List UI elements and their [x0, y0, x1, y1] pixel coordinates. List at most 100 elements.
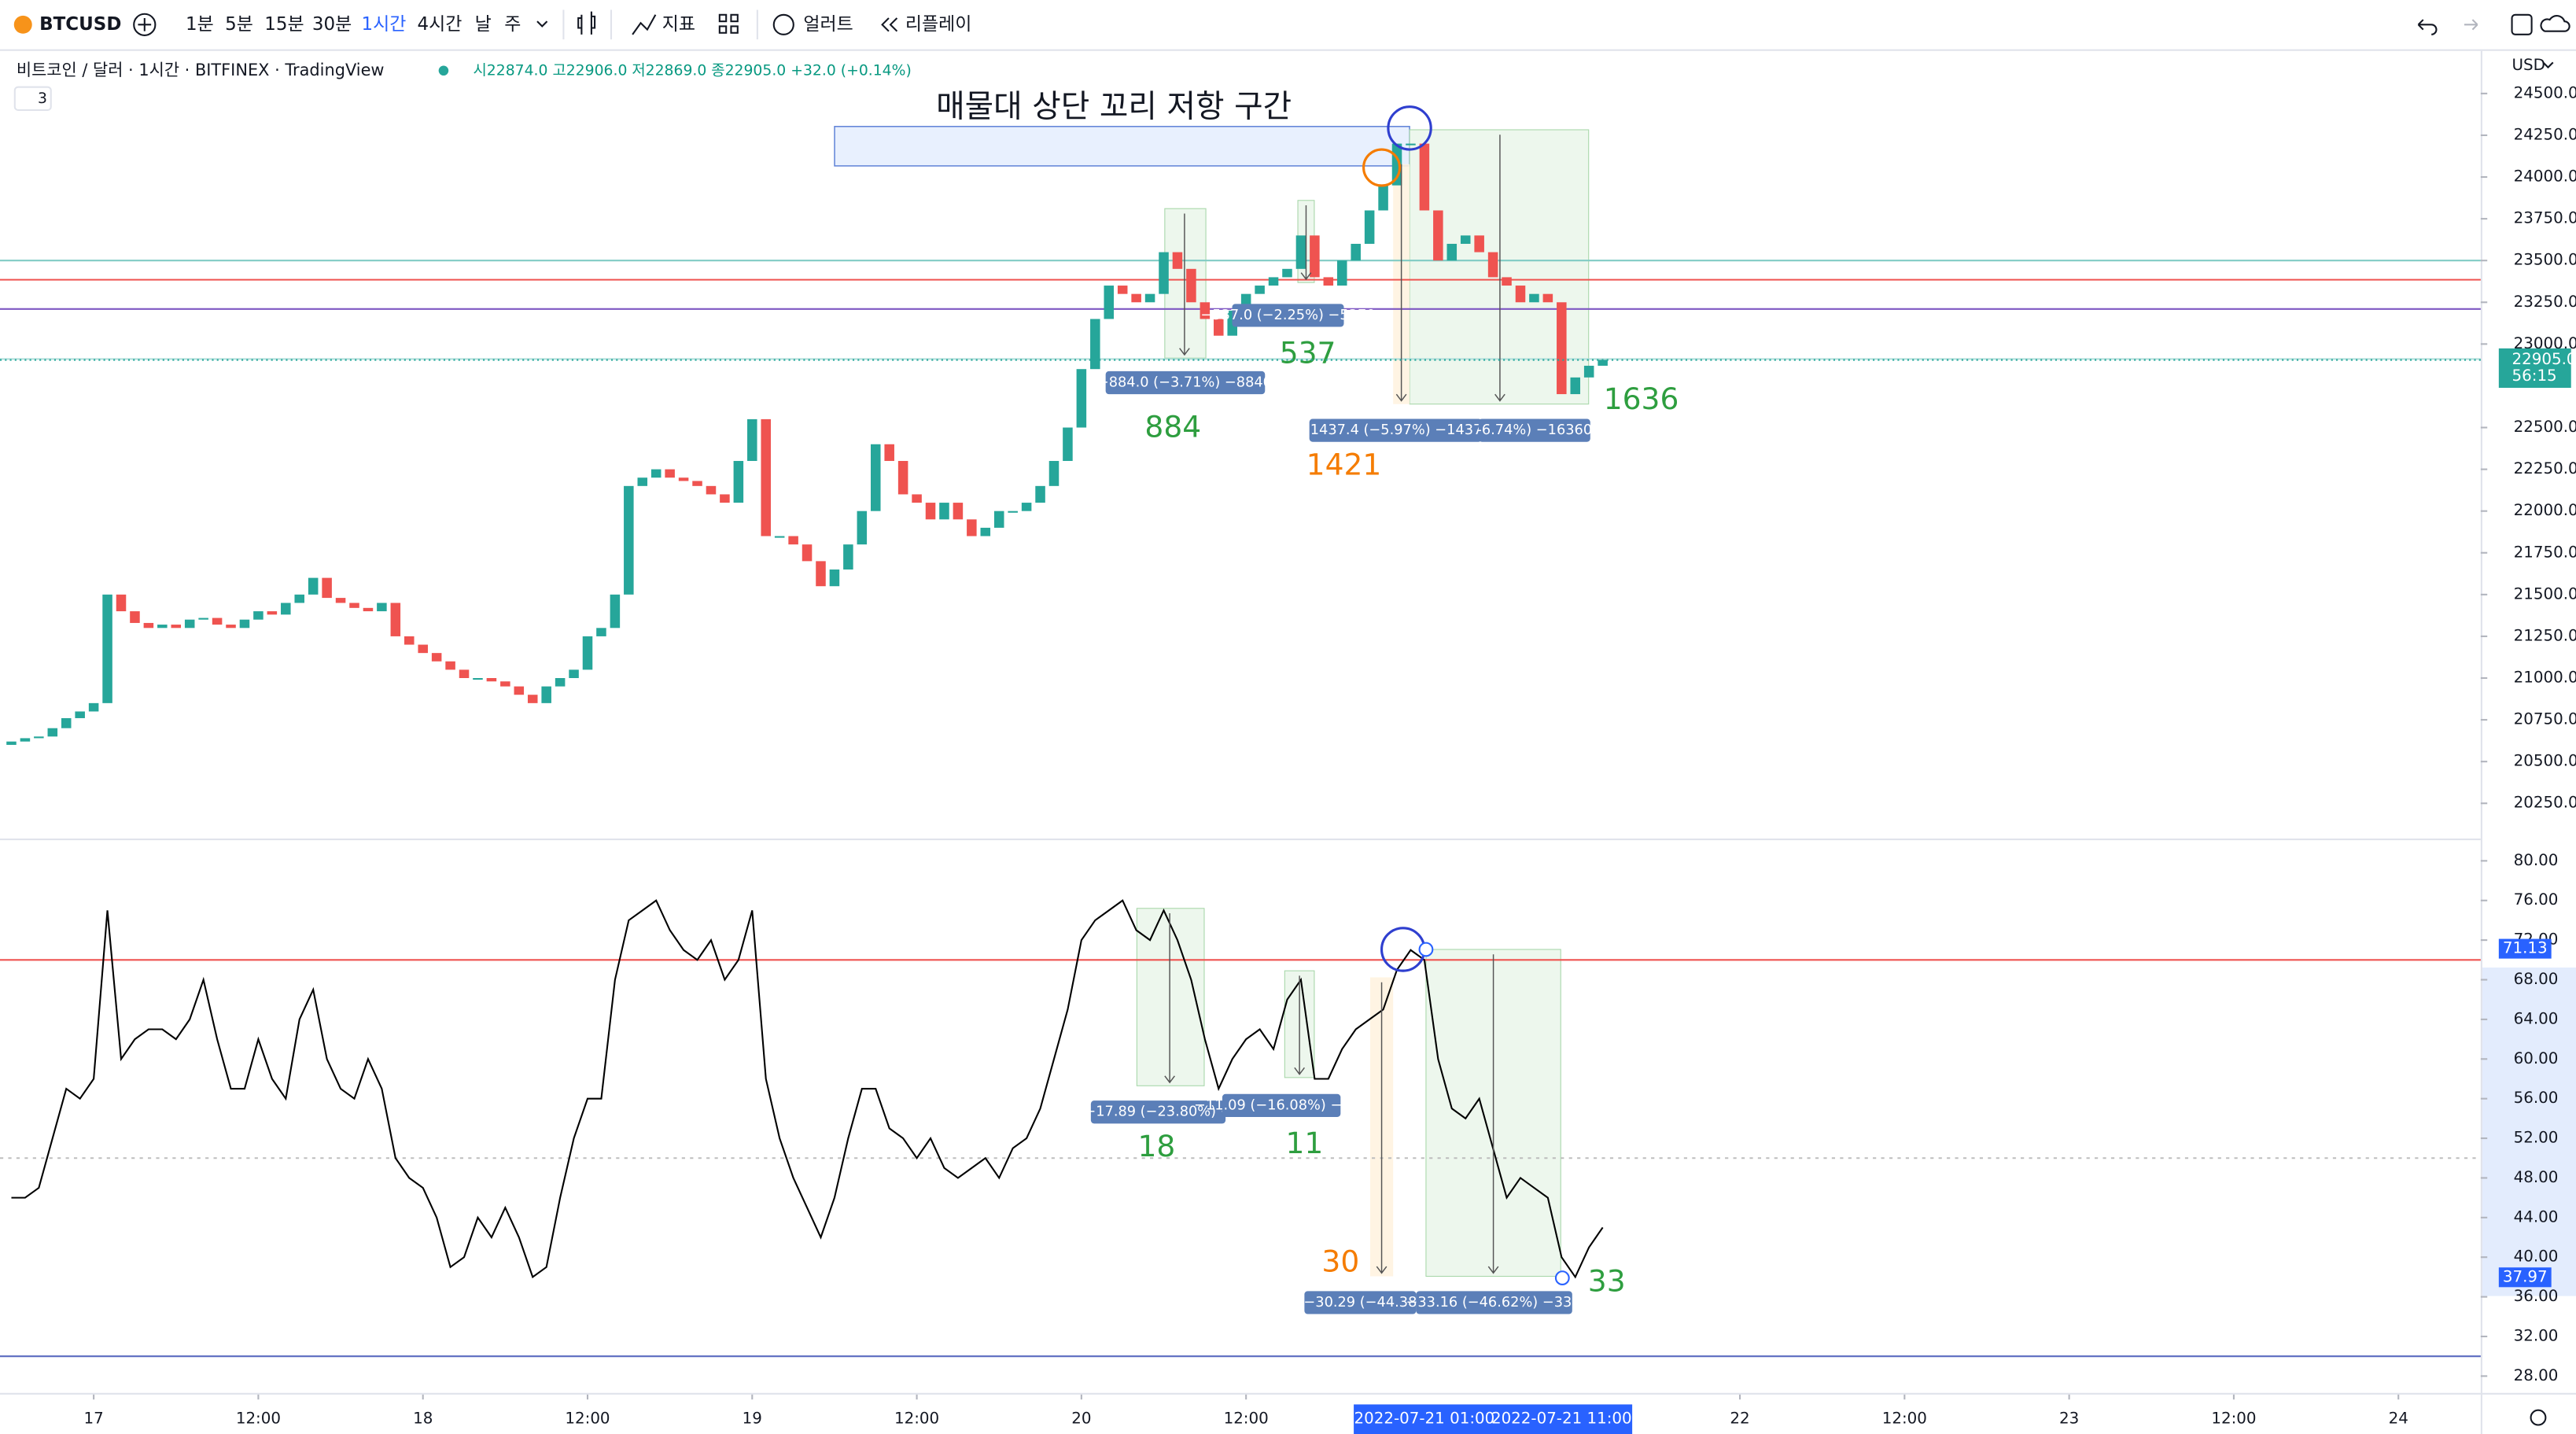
candle — [363, 607, 374, 612]
candle — [1117, 286, 1128, 294]
measure-label-bg — [1416, 1291, 1572, 1314]
measure-label: −17.89 (−23.80%) − — [1084, 1104, 1232, 1120]
measure-arrow — [1376, 982, 1388, 1274]
undo[interactable] — [2417, 19, 2438, 35]
rsi-tick-label: 40.00 — [2514, 1248, 2559, 1266]
measure-label-bg — [1478, 418, 1590, 442]
candle — [171, 625, 182, 629]
crosshair-label: 2022-07-21 11:00 — [1491, 1410, 1632, 1428]
candle — [624, 485, 634, 595]
replay[interactable]: 리플레이 — [905, 14, 972, 35]
candle — [650, 469, 662, 478]
candle — [377, 603, 387, 612]
price-tick-label: 23500.0 — [2514, 251, 2576, 269]
interval[interactable]: 30분 — [312, 14, 352, 35]
candle — [720, 494, 730, 503]
candle — [967, 519, 977, 536]
dropdown[interactable] — [536, 20, 548, 28]
resistance-zone — [834, 126, 1410, 167]
interval[interactable]: 15분 — [264, 14, 304, 35]
rsi-tick-label: 44.00 — [2514, 1207, 2559, 1226]
interval[interactable]: 1분 — [186, 14, 214, 35]
rsi-value-label: 37.97 — [2503, 1267, 2548, 1285]
rsi-tick-label: 32.00 — [2514, 1326, 2559, 1344]
candle — [1336, 260, 1347, 286]
legend-ohlc: 시22874.0 고22906.0 저22869.0 종22905.0 +32.… — [474, 61, 912, 79]
measure-arrow — [1164, 913, 1175, 1084]
settings[interactable] — [2530, 1409, 2547, 1426]
candle — [157, 625, 168, 629]
candle — [1159, 252, 1169, 294]
price-tick-label: 20750.0 — [2514, 710, 2576, 728]
annotation-number: 537 — [1280, 336, 1336, 370]
measure-label-bg — [1232, 304, 1344, 327]
candle — [390, 603, 401, 636]
candle — [912, 494, 922, 503]
interval[interactable]: 5분 — [225, 14, 253, 35]
annotation-number: 33 — [1588, 1263, 1626, 1298]
candle — [184, 619, 195, 629]
candle — [1131, 293, 1141, 303]
add-symbol[interactable] — [133, 13, 157, 36]
candle — [816, 561, 826, 587]
measure-arrow — [1179, 213, 1190, 356]
time-tick-label: 12:00 — [2211, 1410, 2256, 1428]
indicator-count: 3 — [38, 90, 47, 107]
candle — [925, 503, 936, 520]
measure-label: −537.0 (−2.25%) −5370 — [1200, 308, 1375, 323]
candle — [1104, 286, 1115, 319]
currency[interactable]: USD — [2512, 56, 2545, 74]
fullscreen[interactable] — [2511, 13, 2533, 35]
candle — [993, 511, 1004, 528]
alert-icon[interactable] — [772, 13, 794, 35]
annotation-number: 1636 — [1604, 382, 1679, 416]
interval[interactable]: 4시간 — [418, 14, 463, 35]
candle — [1542, 293, 1553, 303]
layout-icon[interactable] — [718, 13, 728, 23]
overlays: 매물대 상단 꼬리 저항 구간 −884.0 (−3.71%) −8840 −5… — [936, 56, 2554, 1426]
replay-icon[interactable] — [881, 17, 898, 32]
measure-label: -6.74%) −16360 — [1476, 422, 1592, 438]
candle — [1323, 277, 1334, 286]
interval[interactable]: 주 — [504, 14, 521, 35]
candle — [1200, 302, 1211, 319]
candle — [897, 460, 908, 495]
save[interactable] — [2540, 15, 2570, 32]
candle — [459, 669, 470, 679]
redo[interactable] — [2464, 19, 2478, 31]
candle — [431, 653, 442, 662]
toolbar: BTCUSD 1분 5분 15분 30분 1시간 4시간 날 주 지표 얼러트 … — [0, 9, 2576, 51]
candle — [1487, 252, 1498, 278]
symbol[interactable]: BTCUSD — [39, 14, 121, 35]
measure-box — [1136, 908, 1205, 1086]
interval[interactable]: 날 — [475, 14, 492, 35]
rsi-tick-label: 76.00 — [2514, 890, 2559, 909]
candle — [130, 611, 140, 623]
chart-type[interactable] — [577, 11, 596, 35]
rsi-tick-label: 64.00 — [2514, 1009, 2559, 1027]
candle — [665, 469, 675, 478]
currency-dropdown[interactable] — [2542, 61, 2554, 69]
candle — [473, 678, 483, 680]
last-price-box — [2498, 348, 2571, 389]
candle — [349, 603, 359, 608]
candle — [1035, 485, 1045, 503]
alert[interactable]: 얼러트 — [803, 14, 853, 35]
candle — [678, 477, 689, 481]
candle — [747, 418, 757, 461]
indicators-icon[interactable] — [632, 14, 657, 35]
legend: 비트코인 / 달러 · 1시간 · BITFINEX · TradingView… — [13, 61, 912, 111]
indicator-toggle[interactable] — [13, 86, 52, 111]
candle — [1048, 460, 1060, 486]
time-tick-label: 22 — [1730, 1410, 1749, 1428]
measure-arrow — [1395, 164, 1407, 402]
time-tick-label: 17 — [84, 1410, 104, 1428]
indicators[interactable]: 지표 — [662, 14, 695, 35]
interval-active[interactable]: 1시간 — [362, 14, 407, 35]
measure-label: −884.0 (−3.71%) −8840 — [1097, 375, 1272, 391]
last-price-label: 22905.0 — [2512, 350, 2576, 368]
candle — [706, 485, 717, 495]
annotation-number: 1421 — [1306, 448, 1382, 482]
